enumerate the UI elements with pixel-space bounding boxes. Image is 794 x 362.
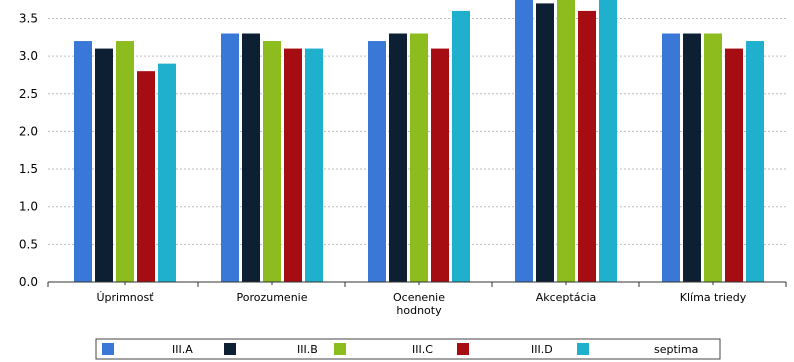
y-tick-label: 3.5 xyxy=(19,11,38,25)
axes: 0.0 0.5 1.0 1.5 2.0 2.5 3.0 3.5 Úprimnosť Porozum… xyxy=(19,11,787,317)
x-tick-label: Klíma triedy xyxy=(680,291,747,304)
y-tick-label: 2.0 xyxy=(19,124,38,138)
bar xyxy=(515,0,533,283)
bar xyxy=(95,48,113,282)
bar xyxy=(116,41,134,282)
bar xyxy=(137,71,155,282)
bar xyxy=(578,10,596,282)
legend: III.A III.B III.C III.D septima xyxy=(95,338,721,360)
legend-label: III.A xyxy=(172,343,193,356)
x-tick-label: Akceptácia xyxy=(536,291,597,304)
legend-swatch xyxy=(224,343,236,355)
bar xyxy=(725,48,743,282)
bars xyxy=(74,0,764,283)
y-tick-label: 0.0 xyxy=(19,275,38,289)
legend-swatch xyxy=(457,343,469,355)
legend-swatch xyxy=(334,343,346,355)
x-tick-label: Ocenenie hodnoty xyxy=(393,291,445,317)
bar xyxy=(704,33,722,283)
legend-label: III.B xyxy=(297,343,318,356)
y-tick-label: 0.5 xyxy=(19,237,38,251)
bar xyxy=(536,3,554,282)
y-tick-label: 1.0 xyxy=(19,200,38,214)
bar xyxy=(452,10,470,282)
bar xyxy=(431,48,449,282)
x-tick-label: Úprimnosť xyxy=(96,291,154,304)
bar xyxy=(599,0,617,283)
y-tick-label: 3.0 xyxy=(19,49,38,63)
bar xyxy=(158,63,176,282)
bar xyxy=(746,41,764,282)
legend-label: septima xyxy=(654,343,698,356)
legend-swatch xyxy=(577,343,589,355)
x-tick-label: Porozumenie xyxy=(236,291,307,304)
bar xyxy=(305,48,323,282)
bar xyxy=(683,33,701,283)
bar xyxy=(662,33,680,283)
bar xyxy=(368,41,386,282)
bar xyxy=(284,48,302,282)
bar xyxy=(410,33,428,283)
bar xyxy=(557,0,575,283)
y-tick-label: 2.5 xyxy=(19,87,38,101)
legend-label: III.C xyxy=(412,343,433,356)
bar xyxy=(389,33,407,283)
legend-label: III.D xyxy=(531,343,553,356)
bar xyxy=(74,41,92,282)
bar xyxy=(242,33,260,283)
bar xyxy=(221,33,239,283)
y-tick-label: 1.5 xyxy=(19,162,38,176)
legend-swatch xyxy=(102,343,114,355)
bar xyxy=(263,41,281,282)
legend-box xyxy=(95,338,721,360)
